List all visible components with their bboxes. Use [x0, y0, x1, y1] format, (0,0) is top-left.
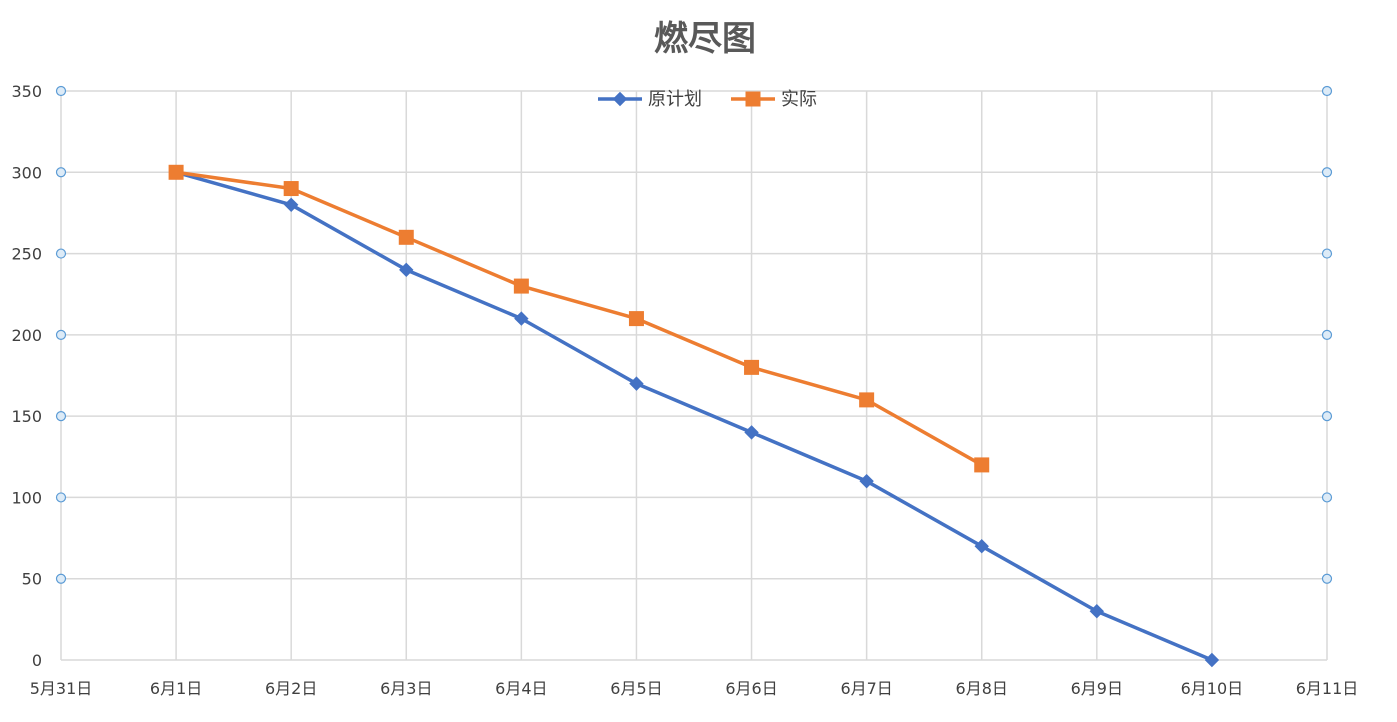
data-point: [744, 425, 759, 440]
plot-area-handle[interactable]: [55, 329, 67, 340]
data-point: [1204, 652, 1220, 668]
x-tick-label: 6月9日: [1071, 679, 1123, 698]
data-point: [974, 538, 989, 554]
data-point: [628, 311, 644, 327]
y-tick-label: 250: [11, 245, 42, 264]
plot-area-handle[interactable]: [55, 573, 67, 584]
y-tick-label: 100: [11, 488, 42, 507]
y-tick-label: 350: [11, 82, 42, 101]
x-tick-label: 6月3日: [380, 679, 432, 698]
series-layer: [168, 164, 1220, 668]
plot-area-handle[interactable]: [1321, 85, 1333, 97]
y-tick-label: 200: [11, 326, 42, 345]
gridlines: [60, 90, 1328, 661]
x-tick-label: 6月2日: [265, 679, 317, 698]
data-point: [513, 278, 529, 294]
plot-area-handle[interactable]: [1321, 492, 1333, 503]
data-point: [168, 164, 184, 180]
legend-label: 实际: [781, 89, 817, 110]
plot-area-handle[interactable]: [55, 492, 67, 503]
x-tick-label: 6月4日: [495, 679, 547, 698]
legend-marker: [745, 91, 761, 107]
plot-area-handle[interactable]: [55, 411, 67, 422]
data-point: [399, 262, 414, 278]
plot-area-handle[interactable]: [1321, 167, 1333, 178]
x-tick-label: 6月1日: [150, 679, 202, 698]
y-tick-label: 0: [32, 651, 42, 670]
x-tick-label: 6月7日: [840, 679, 892, 698]
chart-title: 燃尽图: [654, 19, 756, 59]
y-tick-label: 50: [22, 570, 42, 589]
legend: 原计划 实际: [598, 89, 817, 110]
series-line: [174, 170, 1214, 662]
plot-area-handle[interactable]: [1321, 248, 1333, 259]
data-point: [859, 392, 875, 408]
data-point: [744, 359, 760, 375]
plot-area-handle[interactable]: [55, 167, 67, 178]
y-tick-label: 300: [11, 163, 42, 182]
selection-handles: [55, 85, 1333, 584]
series-line: [174, 170, 984, 467]
plot-area-handle[interactable]: [1321, 329, 1333, 340]
data-point: [859, 473, 874, 489]
series-plan: [168, 165, 1220, 668]
data-point: [1089, 604, 1105, 619]
axes: 0 50 100 150 200 250 300 350 5月31日 6月1日 6月2日 6月3日 6月…: [11, 82, 1358, 698]
series-actual: [168, 164, 990, 473]
x-tick-label: 6月8日: [956, 679, 1008, 698]
legend-item[interactable]: 原计划: [598, 89, 702, 110]
plot-area-handle[interactable]: [1321, 411, 1333, 422]
x-tick-label: 6月5日: [610, 679, 662, 698]
data-point: [283, 197, 299, 213]
data-point: [283, 181, 299, 197]
x-tick-label: 6月6日: [725, 679, 777, 698]
data-point: [629, 376, 644, 391]
data-point: [514, 311, 529, 326]
y-tick-label: 150: [11, 407, 42, 426]
plot-area-handle[interactable]: [55, 85, 67, 97]
legend-item[interactable]: 实际: [731, 89, 817, 110]
plot-area-handle[interactable]: [55, 248, 67, 259]
data-point: [398, 229, 414, 245]
x-tick-label: 6月10日: [1181, 679, 1244, 698]
legend-marker: [612, 91, 628, 107]
x-tick-label: 5月31日: [30, 679, 93, 698]
plot-area-handle[interactable]: [1321, 573, 1333, 584]
legend-label: 原计划: [648, 89, 702, 110]
x-tick-label: 6月11日: [1296, 679, 1359, 698]
data-point: [974, 457, 990, 473]
